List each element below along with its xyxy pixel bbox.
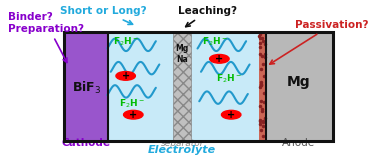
Bar: [65, 33, 108, 141]
Bar: [266, 33, 332, 141]
Text: +: +: [227, 110, 235, 120]
Bar: [108, 33, 259, 141]
Text: +: +: [122, 71, 130, 81]
Text: Binder?
Preparation?: Binder? Preparation?: [8, 12, 84, 62]
Text: BiF$_3$: BiF$_3$: [72, 80, 101, 96]
Text: Short or Long?: Short or Long?: [60, 6, 147, 24]
Text: Anode: Anode: [282, 138, 316, 148]
Circle shape: [116, 72, 135, 80]
Bar: [173, 33, 191, 141]
Text: Electrolyte: Electrolyte: [148, 145, 216, 155]
Circle shape: [210, 55, 229, 63]
Circle shape: [124, 110, 143, 119]
Text: Passivation?: Passivation?: [270, 20, 368, 64]
Bar: [64, 32, 333, 141]
Text: F$_2$H$^-$: F$_2$H$^-$: [216, 73, 242, 85]
Text: Cathode: Cathode: [62, 138, 111, 148]
Text: F$_2$H$^-$: F$_2$H$^-$: [113, 36, 139, 48]
Text: F$_2$H$^-$: F$_2$H$^-$: [119, 98, 144, 110]
Text: +: +: [129, 110, 137, 120]
Text: F$_2$H$^-$: F$_2$H$^-$: [202, 36, 228, 48]
Circle shape: [222, 110, 241, 119]
Text: separator: separator: [161, 139, 204, 148]
Text: Mg: Mg: [287, 75, 311, 89]
Text: Leaching?: Leaching?: [178, 6, 237, 27]
Bar: [259, 33, 266, 141]
Text: Mg
Na: Mg Na: [176, 44, 189, 64]
Text: +: +: [215, 54, 223, 64]
